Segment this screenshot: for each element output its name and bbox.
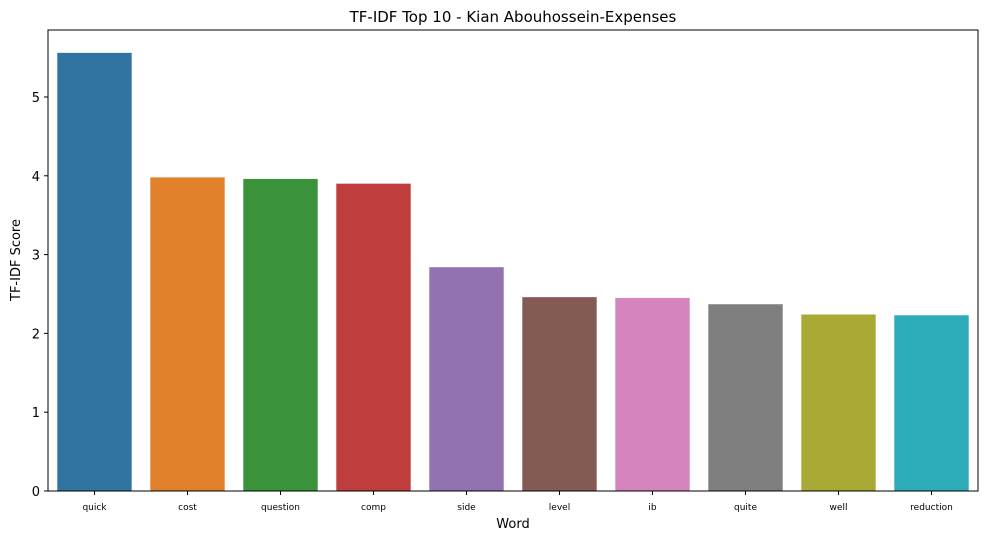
bar-comp <box>336 183 411 491</box>
bar-reduction <box>894 315 969 491</box>
bar-quick <box>57 52 132 491</box>
x-tick-label: well <box>830 503 848 513</box>
x-axis-ticks: quick cost question comp side level ib quite wel… <box>82 491 953 513</box>
bar-question <box>243 178 318 491</box>
x-tick-label: level <box>549 503 570 513</box>
y-tick-label: 5 <box>32 91 40 106</box>
x-tick-label: quite <box>734 503 757 513</box>
y-tick-label: 0 <box>32 485 40 500</box>
bar-cost <box>150 177 225 491</box>
x-tick-label: reduction <box>910 503 953 513</box>
x-tick-label: side <box>457 503 476 513</box>
bar-level <box>522 297 597 491</box>
x-tick-label: question <box>261 503 300 513</box>
y-tick-label: 3 <box>32 249 40 264</box>
y-tick-label: 4 <box>32 170 40 185</box>
y-axis-label: TF-IDF Score <box>9 219 24 302</box>
x-tick-label: comp <box>361 503 386 513</box>
y-tick-label: 1 <box>32 406 40 421</box>
bar-well <box>801 314 876 491</box>
bars-group <box>57 52 969 491</box>
y-tick-label: 2 <box>32 327 40 342</box>
plot-frame <box>47 29 979 492</box>
x-tick-label: ib <box>648 503 657 513</box>
x-tick-label: quick <box>82 503 107 513</box>
bar-side <box>429 267 504 491</box>
chart-title: TF-IDF Top 10 - Kian Abouhossein-Expense… <box>349 8 677 26</box>
y-axis-ticks: 0 1 2 3 4 5 <box>32 91 48 500</box>
bar-quite <box>708 304 783 491</box>
x-axis-label: Word <box>496 517 529 532</box>
x-tick-label: cost <box>178 503 197 513</box>
bar-ib <box>615 297 690 491</box>
